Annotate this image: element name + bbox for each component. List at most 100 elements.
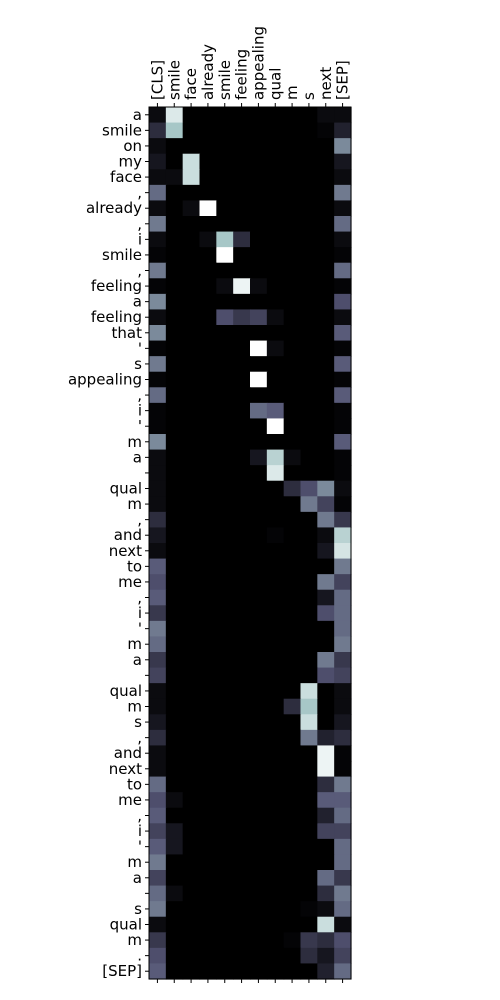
heatmap-cell <box>216 901 234 918</box>
heatmap-cell <box>165 216 184 233</box>
heatmap-cell <box>266 200 285 217</box>
y-tick-label: s <box>134 713 142 731</box>
heatmap-cell <box>182 574 201 591</box>
heatmap-cell <box>149 683 167 700</box>
heatmap-cell <box>182 371 201 388</box>
heatmap-cell <box>216 620 234 638</box>
heatmap-cell <box>317 293 335 311</box>
heatmap-cell <box>216 745 234 762</box>
heatmap-cell <box>334 916 352 933</box>
heatmap-cell <box>149 761 167 778</box>
heatmap-cell <box>233 823 251 840</box>
heatmap-cell <box>216 169 234 186</box>
heatmap-cell <box>149 356 167 373</box>
heatmap-cell <box>182 340 201 357</box>
y-tick-label: a <box>133 106 142 124</box>
heatmap-cell <box>199 387 217 404</box>
heatmap-cell <box>199 776 217 793</box>
heatmap-cell <box>216 356 234 373</box>
heatmap-cell <box>250 402 268 420</box>
heatmap-cell <box>149 901 167 918</box>
heatmap-cell <box>317 823 335 840</box>
heatmap-cell <box>165 792 184 809</box>
heatmap-cell <box>199 589 217 606</box>
heatmap-cell <box>149 107 167 124</box>
y-tick-label: qual <box>110 916 142 934</box>
heatmap-cell <box>317 216 335 233</box>
heatmap-cell <box>149 838 167 856</box>
heatmap-cell <box>300 138 318 155</box>
y-tick-label: . <box>137 947 142 965</box>
y-tick-label: face <box>110 168 142 186</box>
heatmap-cell <box>283 574 302 591</box>
heatmap-cell <box>317 449 335 466</box>
heatmap-cell <box>182 807 201 824</box>
heatmap-cell <box>233 200 251 217</box>
heatmap-cell <box>300 698 318 715</box>
heatmap-cell <box>199 200 217 217</box>
heatmap-cell <box>334 325 352 342</box>
heatmap-cell <box>334 932 352 949</box>
y-tick-label: ' <box>138 838 142 856</box>
heatmap-cell <box>165 683 184 700</box>
heatmap-cell <box>250 792 268 809</box>
heatmap-cell <box>182 200 201 217</box>
heatmap-cell <box>317 387 335 404</box>
heatmap-cell <box>266 122 285 139</box>
heatmap-cell <box>266 854 285 871</box>
heatmap-cell <box>317 652 335 669</box>
heatmap-cell <box>165 262 184 279</box>
heatmap-cell <box>182 714 201 731</box>
heatmap-cell <box>165 169 184 186</box>
heatmap-cell <box>182 543 201 560</box>
heatmap-cell <box>300 652 318 669</box>
y-tick-label: a <box>133 651 142 669</box>
heatmap-cell <box>250 807 268 824</box>
heatmap-cell <box>149 776 167 793</box>
heatmap-cell <box>283 543 302 560</box>
heatmap-cell <box>149 558 167 575</box>
heatmap-cell <box>334 667 352 684</box>
heatmap-cell <box>250 729 268 747</box>
heatmap-cell <box>199 402 217 420</box>
heatmap-cell <box>300 870 318 887</box>
heatmap-cell <box>317 932 335 949</box>
heatmap-cell <box>317 636 335 653</box>
heatmap-cell <box>199 434 217 451</box>
y-tick-label: to <box>127 775 142 793</box>
y-tick-label: smile <box>102 246 142 264</box>
heatmap-cell <box>233 527 251 544</box>
heatmap-cell <box>233 465 251 482</box>
heatmap-cell <box>149 480 167 497</box>
heatmap-cell <box>182 901 201 918</box>
heatmap-cell <box>165 807 184 824</box>
y-tick-label: , <box>137 184 142 202</box>
heatmap-cell <box>317 371 335 388</box>
heatmap-cell <box>266 792 285 809</box>
heatmap-cell <box>216 418 234 435</box>
heatmap-cell <box>149 807 167 824</box>
heatmap-cell <box>182 776 201 793</box>
heatmap-cell <box>216 465 234 482</box>
x-tick-label: face <box>182 68 200 100</box>
heatmap-cell <box>165 231 184 248</box>
heatmap-cell <box>250 527 268 544</box>
heatmap-cell <box>283 667 302 684</box>
y-tick-label: , <box>137 215 142 233</box>
heatmap-cell <box>317 107 335 124</box>
heatmap-cell <box>199 465 217 482</box>
heatmap-cell <box>199 916 217 933</box>
heatmap-cell <box>300 823 318 840</box>
heatmap-cell <box>233 293 251 311</box>
x-tick-label: feeling <box>233 49 251 100</box>
heatmap-cell <box>250 262 268 279</box>
heatmap-cell <box>300 122 318 139</box>
heatmap-cell <box>250 153 268 170</box>
heatmap-cell <box>233 885 251 902</box>
heatmap-cell <box>199 138 217 155</box>
heatmap-cell <box>233 667 251 684</box>
heatmap-cell <box>199 511 217 529</box>
heatmap-cell <box>233 262 251 279</box>
heatmap-cell <box>165 309 184 326</box>
heatmap-cell <box>199 231 217 248</box>
